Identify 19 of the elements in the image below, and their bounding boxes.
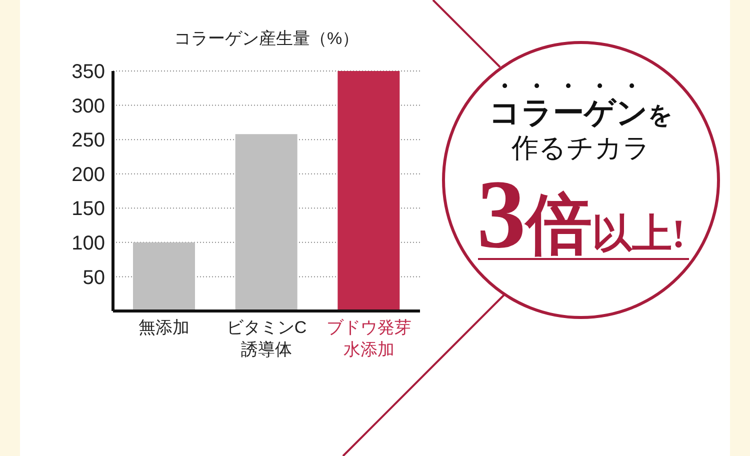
- y-tick-label: 150: [72, 198, 105, 220]
- x-tick-label: ブドウ発芽水添加: [326, 318, 412, 359]
- bar: [133, 242, 195, 311]
- y-tick-label: 50: [82, 266, 105, 289]
- bar: [235, 134, 298, 311]
- y-tick-label: 250: [72, 130, 105, 152]
- bar: [338, 71, 400, 311]
- text: 3倍: [476, 161, 592, 269]
- text: コラーゲン: [489, 94, 648, 130]
- x-tick-label: ビタミンC誘導体: [226, 318, 307, 359]
- x-tick-label: 無添加: [138, 318, 190, 337]
- chart-title: コラーゲン産生量（%）: [172, 28, 360, 50]
- y-tick-label: 200: [72, 164, 105, 186]
- y-tick-label: 100: [72, 232, 105, 255]
- y-tick-label: 350: [72, 61, 105, 84]
- text: を: [648, 102, 673, 129]
- text: 作るチカラ: [512, 133, 650, 163]
- text: 以上!: [592, 211, 686, 256]
- y-tick-label: 300: [72, 95, 105, 118]
